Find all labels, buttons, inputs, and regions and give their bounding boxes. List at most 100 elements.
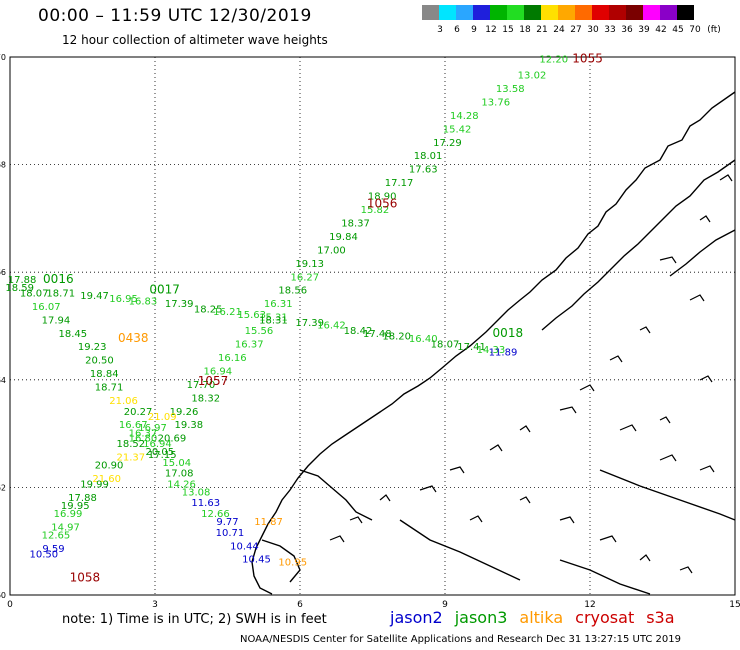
wave-height-label: 16.94: [204, 366, 233, 377]
wave-height-label: 11.87: [254, 517, 283, 528]
wave-height-label: 16.21: [213, 307, 242, 318]
wave-height-label: 17.15: [148, 450, 177, 461]
wave-height-label: 18.71: [95, 383, 124, 394]
coastline-segment: [261, 539, 301, 583]
legend-swatch: [456, 5, 473, 20]
y-tick-label: 62: [0, 483, 6, 492]
x-tick-label: 12: [584, 600, 595, 610]
y-tick-label: 66: [0, 268, 6, 277]
wave-height-label: 21.60: [92, 474, 121, 485]
pass-time-label: 0438: [118, 331, 149, 345]
chart-subtitle: 12 hour collection of altimeter wave hei…: [62, 33, 328, 47]
coastline-island: [609, 355, 623, 363]
wave-height-label: 14.26: [167, 479, 196, 490]
wave-height-label: 16.42: [317, 321, 346, 332]
legend-swatch: [592, 5, 609, 20]
pass-time-label: 0016: [43, 272, 74, 286]
pass-time-label: 0018: [493, 326, 524, 340]
coastline-island: [679, 566, 693, 574]
wave-height-label: 19.26: [170, 407, 199, 418]
coastline-segment: [541, 159, 736, 331]
wave-height-label: 17.48: [363, 329, 392, 340]
coastline-island: [489, 444, 503, 452]
x-tick-label: 6: [297, 600, 303, 610]
legend-tick-label: 12: [485, 25, 497, 35]
legend-tick-label: 21: [536, 25, 548, 35]
coastline-island: [659, 416, 671, 424]
legend-swatch: [507, 5, 524, 20]
wave-height-label: 19.99: [80, 479, 109, 490]
wave-height-label: 16.16: [218, 353, 247, 364]
wave-height-label: 18.90: [368, 192, 397, 203]
wave-height-label: 10.50: [30, 549, 59, 560]
wave-height-label: 19.23: [78, 342, 107, 353]
legend-tick-label: 24: [553, 25, 565, 35]
coastline-island: [469, 515, 483, 523]
wave-height-label: 18.71: [46, 288, 75, 299]
wave-height-label: 13.76: [481, 97, 510, 108]
legend-tick-label: 45: [672, 25, 684, 35]
wave-height-label: 16.94: [143, 439, 172, 450]
wave-height-label: 18.59: [5, 283, 34, 294]
chart-title: 00:00 – 11:59 UTC 12/30/2019: [38, 6, 312, 26]
wave-height-label: 15.56: [245, 326, 274, 337]
wave-height-label: 11.89: [489, 348, 518, 359]
x-tick-label: 0: [7, 600, 13, 610]
wave-height-label: 16.80: [129, 434, 158, 445]
plot-grid: [9, 56, 736, 596]
legend-tick-label: 36: [621, 25, 633, 35]
satellite-legend: jason2 jason3 altika cryosat s3a: [390, 608, 687, 627]
legend-swatch: [541, 5, 558, 20]
coastline-island: [379, 494, 391, 502]
pass-time-label: 1058: [70, 571, 101, 585]
wave-height-label: 17.88: [68, 493, 97, 504]
wave-height-label: 17.17: [385, 178, 414, 189]
wave-height-label: 17.94: [42, 315, 71, 326]
wave-height-label: 11.63: [191, 498, 220, 509]
footnote: note: 1) Time is in UTC; 2) SWH is in fe…: [62, 612, 327, 627]
wave-height-label: 16.27: [291, 272, 320, 283]
plot-axes: 0 3 6 9 12 15 60 62 64 66 68 70: [0, 53, 740, 610]
legend-swatch: [422, 5, 439, 20]
satellite-legend-item: altika: [519, 608, 564, 627]
wave-height-label: 18.52: [117, 439, 146, 450]
wave-height-label: 14.97: [51, 522, 80, 533]
wave-height-label: 16.99: [54, 509, 83, 520]
legend-swatch: [643, 5, 660, 20]
wave-height-label: 20.69: [158, 434, 187, 445]
coastline-island: [659, 454, 677, 462]
pass-time-label: 0017: [149, 283, 180, 297]
wave-height-label: 16.31: [264, 299, 293, 310]
wave-height-label: 12.66: [201, 509, 230, 520]
wave-height-label: 19.95: [61, 501, 90, 512]
wave-height-label: 16.40: [409, 334, 438, 345]
y-tick-label: 68: [0, 161, 6, 170]
wave-height-label: 9.59: [42, 544, 64, 555]
wave-height-label: 19.47: [80, 291, 109, 302]
wave-height-label: 17.70: [187, 380, 216, 391]
wave-height-label: 18.31: [259, 315, 288, 326]
pass-time-label: 1056: [367, 197, 398, 211]
pass-time-label: 1055: [572, 51, 603, 65]
coastline-island: [559, 516, 575, 524]
legend-swatch: [660, 5, 677, 20]
plot-frame: [9, 56, 736, 596]
legend-tick-label: 3: [437, 25, 443, 35]
wave-height-label: 18.25: [194, 305, 223, 316]
wave-height-label: 16.37: [129, 428, 158, 439]
coastline-island: [619, 424, 637, 432]
wave-height-label: 15.63: [237, 310, 266, 321]
legend-tick-label: 15: [502, 25, 514, 35]
coastline-segment: [399, 519, 521, 581]
wave-height-label: 18.45: [59, 329, 88, 340]
coastline-segment: [251, 91, 736, 595]
wave-height-label: 13.02: [518, 71, 547, 82]
satellite-legend-item: cryosat: [575, 608, 635, 627]
legend-tick-label: 42: [655, 25, 667, 35]
coastline-island: [659, 256, 677, 264]
wave-height-label: 10.71: [216, 528, 245, 539]
legend-tick-label: 39: [638, 25, 650, 35]
wave-height-label: 17.88: [8, 275, 37, 286]
y-tick-label: 70: [0, 53, 6, 62]
